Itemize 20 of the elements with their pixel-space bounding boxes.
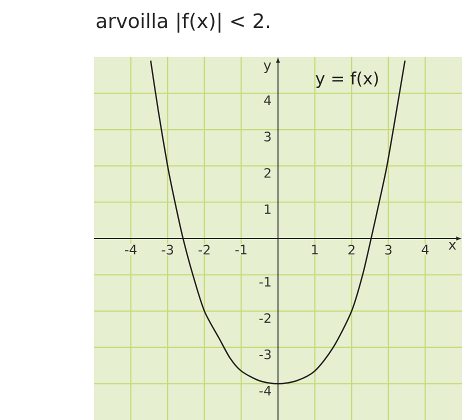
x-tick-label: -2 — [198, 244, 210, 254]
y-tick-label: 3 — [264, 132, 271, 142]
y-tick-label: 2 — [264, 168, 270, 178]
x-tick-label: 1 — [312, 244, 318, 254]
y-axis-title: y — [264, 62, 272, 74]
y-tick-label: -2 — [259, 313, 270, 323]
x-axis-title: x — [448, 242, 456, 250]
y-tick-label: -4 — [259, 386, 271, 396]
x-tick-label: -1 — [235, 244, 246, 254]
x-tick-label: -3 — [162, 244, 174, 255]
chart-title: arvoilla |f(x)| < 2. — [96, 12, 270, 33]
y-tick-label: 1 — [264, 204, 270, 214]
series-label: y = f(x) — [316, 72, 378, 88]
y-tick-label: 4 — [264, 96, 271, 105]
x-tick-label: 3 — [385, 244, 392, 255]
y-tick-label: -3 — [259, 349, 271, 360]
x-tick-label: 2 — [348, 244, 354, 254]
x-tick-label: -4 — [124, 244, 137, 254]
x-tick-label: 4 — [422, 244, 429, 254]
y-tick-label: -1 — [259, 277, 271, 286]
